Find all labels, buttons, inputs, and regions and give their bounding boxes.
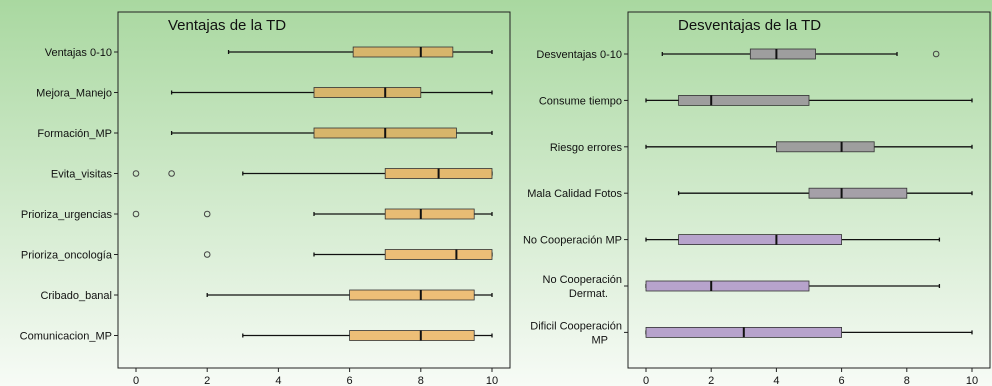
- category-label-line: Prioriza_oncología: [21, 250, 113, 262]
- box: [349, 330, 475, 341]
- category-label-line: Cribado_banal: [40, 290, 112, 302]
- category-label: Consume tiempo: [539, 95, 622, 107]
- category-label: Mejora_Manejo: [36, 88, 112, 100]
- x-tick-label: 0: [133, 375, 139, 386]
- panel-desventajas: Desventajas de la TD 0 2 4 6 8 10 Desventajas 0…: [523, 11, 991, 386]
- category-label-line: Mala Calidad Fotos: [527, 188, 622, 200]
- category-label: No Cooperación Dermat.: [543, 274, 623, 300]
- x-tick-label: 6: [839, 375, 845, 386]
- category-label-line: Formación_MP: [37, 128, 112, 140]
- category-label-line: Dificil Cooperación: [530, 320, 622, 332]
- box: [352, 46, 454, 58]
- category-label-line: No Cooperación: [543, 274, 623, 286]
- category-label: Desventajas 0-10: [536, 49, 622, 61]
- category-label: Prioriza_oncología: [21, 250, 113, 262]
- category-label-line: Mejora_Manejo: [36, 88, 112, 100]
- category-label-line: Riesgo errores: [550, 142, 623, 154]
- box: [384, 249, 493, 260]
- category-label-line: Ventajas 0-10: [45, 47, 112, 59]
- outlier-point: [132, 210, 140, 218]
- category-label: Ventajas 0-10: [45, 47, 112, 59]
- outlier-point: [203, 210, 211, 218]
- outlier-point: [132, 170, 140, 177]
- x-tick-label: 6: [347, 375, 353, 386]
- category-label-line: Consume tiempo: [539, 95, 622, 107]
- category-label-line: No Cooperación MP: [523, 235, 622, 247]
- box: [678, 234, 842, 246]
- category-label: Dificil Cooperación MP: [530, 320, 622, 346]
- box: [313, 87, 422, 98]
- category-label-line: Prioriza_urgencias: [21, 209, 113, 221]
- x-tick-label: 10: [486, 375, 498, 386]
- category-label-line: Dermat.: [569, 288, 608, 300]
- category-label: No Cooperación MP: [523, 235, 622, 247]
- category-label-line: Evita_visitas: [51, 169, 113, 181]
- box: [808, 187, 908, 199]
- box: [349, 289, 475, 301]
- category-label: Formación_MP: [37, 128, 112, 140]
- category-label: Prioriza_urgencias: [21, 209, 113, 221]
- category-label: Riesgo errores: [550, 142, 623, 154]
- category-label: Mala Calidad Fotos: [527, 188, 622, 200]
- category-label: Evita_visitas: [51, 169, 113, 181]
- chart-title: Ventajas de la TD: [168, 17, 286, 34]
- plot-frame: [117, 11, 511, 369]
- box: [645, 280, 810, 292]
- x-tick-label: 8: [904, 375, 910, 386]
- box: [678, 95, 810, 106]
- chart-title: Desventajas de la TD: [678, 17, 821, 34]
- x-tick-label: 8: [418, 375, 424, 386]
- category-label: Cribado_banal: [40, 290, 112, 302]
- outlier-point: [932, 50, 940, 58]
- x-tick-label: 2: [708, 375, 714, 386]
- outlier-point: [168, 170, 175, 177]
- x-tick-label: 4: [773, 375, 779, 386]
- box: [749, 48, 816, 60]
- outlier-point: [203, 251, 211, 258]
- x-tick-label: 0: [643, 375, 649, 386]
- x-tick-label: 10: [966, 375, 978, 386]
- panel-ventajas: Ventajas de la TD 0 2 4 6 8 10 Ventajas 0-10 Mej…: [20, 11, 511, 386]
- category-label-line: Desventajas 0-10: [536, 49, 622, 61]
- category-label-line: MP: [592, 334, 609, 346]
- category-label-line: Comunicacion_MP: [20, 331, 112, 343]
- box: [776, 141, 875, 153]
- x-tick-label: 4: [275, 375, 281, 386]
- x-tick-label: 2: [204, 375, 210, 386]
- plot-frame: [627, 11, 991, 369]
- category-label: Comunicacion_MP: [20, 331, 112, 343]
- box: [384, 208, 475, 220]
